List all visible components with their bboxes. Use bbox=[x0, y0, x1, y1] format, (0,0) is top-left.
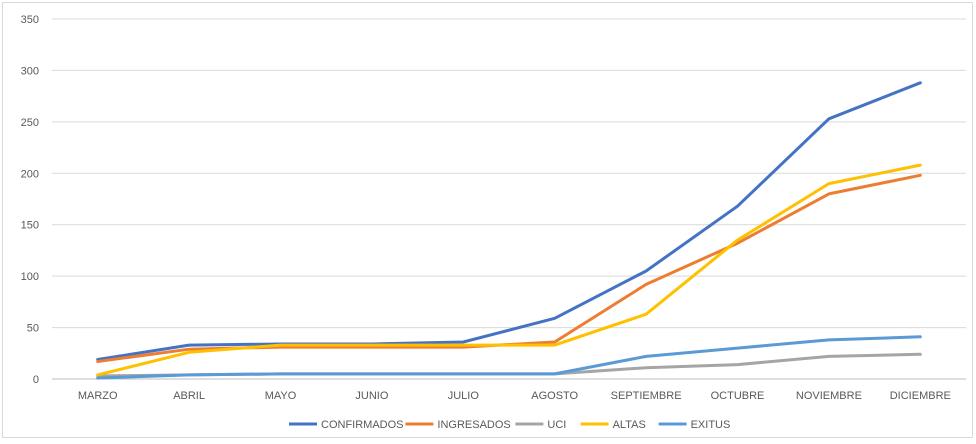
legend-item: INGRESADOS bbox=[405, 419, 511, 431]
y-tick-label: 250 bbox=[21, 117, 39, 129]
x-tick-label: SEPTIEMBRE bbox=[611, 390, 682, 402]
x-tick-label: OCTUBRE bbox=[711, 390, 765, 402]
legend-label: CONFIRMADOS bbox=[321, 419, 404, 431]
legend-item: CONFIRMADOS bbox=[289, 419, 404, 431]
legend-item: ALTAS bbox=[580, 419, 646, 431]
legend-label: EXITUS bbox=[691, 419, 731, 431]
x-tick-label: MARZO bbox=[78, 390, 118, 402]
x-tick-label: JULIO bbox=[448, 390, 480, 402]
chart-area: 0 50 100 150 200 250 300 350 MARZO ABRIL MAYO JUNI… bbox=[2, 2, 973, 438]
series-line-confirmados bbox=[96, 81, 922, 361]
y-tick-label: 0 bbox=[33, 374, 39, 386]
legend-label: ALTAS bbox=[613, 419, 646, 431]
legend-item: UCI bbox=[515, 419, 566, 431]
y-tick-label: 50 bbox=[27, 323, 39, 335]
x-tick-label: AGOSTO bbox=[531, 390, 578, 402]
gridlines bbox=[52, 18, 966, 380]
y-axis-ticks: 0 50 100 150 200 250 300 350 bbox=[21, 14, 39, 386]
legend-label: INGRESADOS bbox=[437, 419, 510, 431]
series-line-exitus bbox=[96, 335, 922, 380]
x-tick-label: MAYO bbox=[265, 390, 297, 402]
x-tick-label: ABRIL bbox=[173, 390, 205, 402]
y-tick-label: 300 bbox=[21, 65, 39, 77]
series-lines bbox=[96, 81, 922, 380]
y-tick-label: 150 bbox=[21, 220, 39, 232]
legend-item: EXITUS bbox=[658, 419, 731, 431]
y-tick-label: 200 bbox=[21, 168, 39, 180]
series-line-altas bbox=[96, 163, 922, 377]
y-tick-label: 100 bbox=[21, 271, 39, 283]
x-tick-label: JUNIO bbox=[355, 390, 388, 402]
line-chart: 0 50 100 150 200 250 300 350 MARZO ABRIL MAYO JUNI… bbox=[21, 14, 966, 431]
x-tick-label: DICIEMBRE bbox=[890, 390, 951, 402]
legend: CONFIRMADOS INGRESADOS UCI ALTAS EXITUS bbox=[289, 419, 730, 431]
y-tick-label: 350 bbox=[21, 14, 39, 26]
x-tick-label: NOVIEMBRE bbox=[796, 390, 862, 402]
legend-label: UCI bbox=[547, 419, 566, 431]
x-axis-ticks: MARZO ABRIL MAYO JUNIO JULIO AGOSTO SEPTIEMBRE… bbox=[78, 390, 951, 402]
